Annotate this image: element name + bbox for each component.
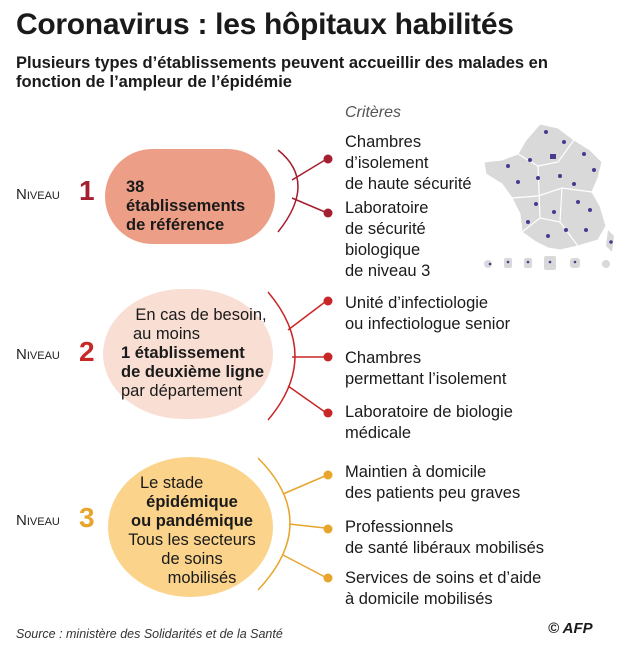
level-1-branch-2 <box>291 197 326 213</box>
level-2-circle <box>103 289 273 419</box>
criterion-line: permettant l’isolement <box>345 370 507 388</box>
level-3-dot-1 <box>323 470 333 480</box>
afp-credit: © AFP <box>548 620 593 637</box>
criterion-line: de santé libéraux mobilisés <box>345 539 545 557</box>
level-2-text-line-3: 1 établissement <box>121 344 245 362</box>
criterion-line: d’isolement <box>345 154 429 172</box>
criteria-header: Critères <box>345 104 402 121</box>
criterion-line: de niveau 3 <box>345 262 431 280</box>
level-2-criterion-3: Laboratoire de biologie médicale <box>345 402 513 444</box>
criterion-line: des patients peu graves <box>345 484 521 502</box>
criterion-line: Chambres <box>345 349 422 367</box>
criterion-line: Chambres <box>345 133 422 151</box>
level-3-criterion-3: Services de soins et d’aide à domicile m… <box>345 568 541 610</box>
level-2-criterion-1: Unité d’infectiologie ou infectiologue s… <box>345 293 510 335</box>
hospital-dots <box>506 130 613 244</box>
level-3-branch-2 <box>288 523 326 529</box>
criterion-line: Professionnels <box>345 518 454 536</box>
criterion-line: Maintien à domicile <box>345 463 487 481</box>
page-title: Coronavirus : les hôpitaux habilités <box>16 8 514 41</box>
criterion-line: médicale <box>345 424 412 442</box>
level-1-text: 38 établissements de référence <box>126 178 245 235</box>
france-map <box>483 123 614 270</box>
criterion-line: de haute sécurité <box>345 175 472 193</box>
level-2-dot-2 <box>323 352 333 362</box>
level-2-dot-1 <box>323 296 333 306</box>
criterion-line: à domicile mobilisés <box>345 590 493 608</box>
level-2-label: Niveau <box>16 346 60 363</box>
level-3-text-line-6: mobilisés <box>167 569 237 587</box>
level-2-dot-3 <box>323 408 333 418</box>
level-2-number: 2 <box>79 336 95 367</box>
level-1-criterion-1: Chambres d’isolement de haute sécurité <box>345 132 472 195</box>
level-2-branch-3 <box>287 385 326 413</box>
level-3-text-line-5: de soins <box>161 550 223 568</box>
level-1-criterion-2: Laboratoire de sécurité biologique de ni… <box>345 198 430 282</box>
level-2-text-line-2: au moins <box>133 325 200 343</box>
level-1-dot-1 <box>323 154 333 164</box>
level-3-criterion-1: Maintien à domicile des patients peu gra… <box>345 462 520 504</box>
level-3-dot-2 <box>323 524 333 534</box>
criterion-line: Services de soins et d’aide <box>345 569 542 587</box>
level-1-bracket <box>277 149 299 233</box>
level-3-dot-3 <box>323 573 333 583</box>
level-1-label: Niveau <box>16 186 60 203</box>
level-3-branch-3 <box>282 554 326 578</box>
level-3-label: Niveau <box>16 512 60 529</box>
level-2-text-line-5: par département <box>121 382 243 400</box>
level-2-branch-1 <box>287 301 326 331</box>
level-2-bracket <box>267 291 296 421</box>
criterion-line: ou infectiologue senior <box>345 315 511 333</box>
level-1-number: 1 <box>79 175 95 206</box>
level-3-criterion-2: Professionnels de santé libéraux mobilis… <box>345 517 544 559</box>
level-3-text-line-3: ou pandémique <box>131 512 253 530</box>
level-1-text-line-2: établissements <box>126 197 246 215</box>
level-1-branch-1 <box>291 159 326 181</box>
level-3-text-line-2: épidémique <box>146 493 238 511</box>
level-3-text-line-1: Le stade <box>112 474 272 493</box>
afp-logo: © AFP <box>548 620 593 637</box>
level-3-circle <box>108 457 273 597</box>
source-note: Source : ministère des Solidarités et de… <box>16 627 283 641</box>
level-3-text-line-4: Tous les secteurs <box>128 531 256 549</box>
level-1-circle <box>105 149 275 244</box>
overseas-territories <box>484 256 610 270</box>
level-3-text: Le stade épidémique ou pandémique Tous l… <box>112 474 272 588</box>
level-2-text-line-1: En cas de besoin, <box>135 306 267 324</box>
criterion-line: Unité d’infectiologie <box>345 294 489 312</box>
level-3-text-le: Le stade <box>140 474 204 492</box>
level-3-bracket <box>257 457 291 591</box>
page-subtitle: Plusieurs types d’établissements peuvent… <box>16 54 548 91</box>
level-2-text: En cas de besoin, au moins 1 établisseme… <box>121 306 281 401</box>
level-1-dot-2 <box>323 208 333 218</box>
level-2-criterion-2: Chambres permettant l’isolement <box>345 348 506 390</box>
criterion-line: de sécurité <box>345 220 426 238</box>
criterion-line: Laboratoire de biologie <box>345 403 513 421</box>
criterion-line: biologique <box>345 241 421 259</box>
level-1-text-line-1: 38 <box>126 178 145 196</box>
level-2-text-line-4: de deuxième ligne <box>121 363 265 381</box>
criterion-line: Laboratoire <box>345 199 429 217</box>
level-3-number: 3 <box>79 502 95 533</box>
level-3-branch-1 <box>282 475 326 495</box>
level-1-text-line-3: de référence <box>126 216 225 234</box>
